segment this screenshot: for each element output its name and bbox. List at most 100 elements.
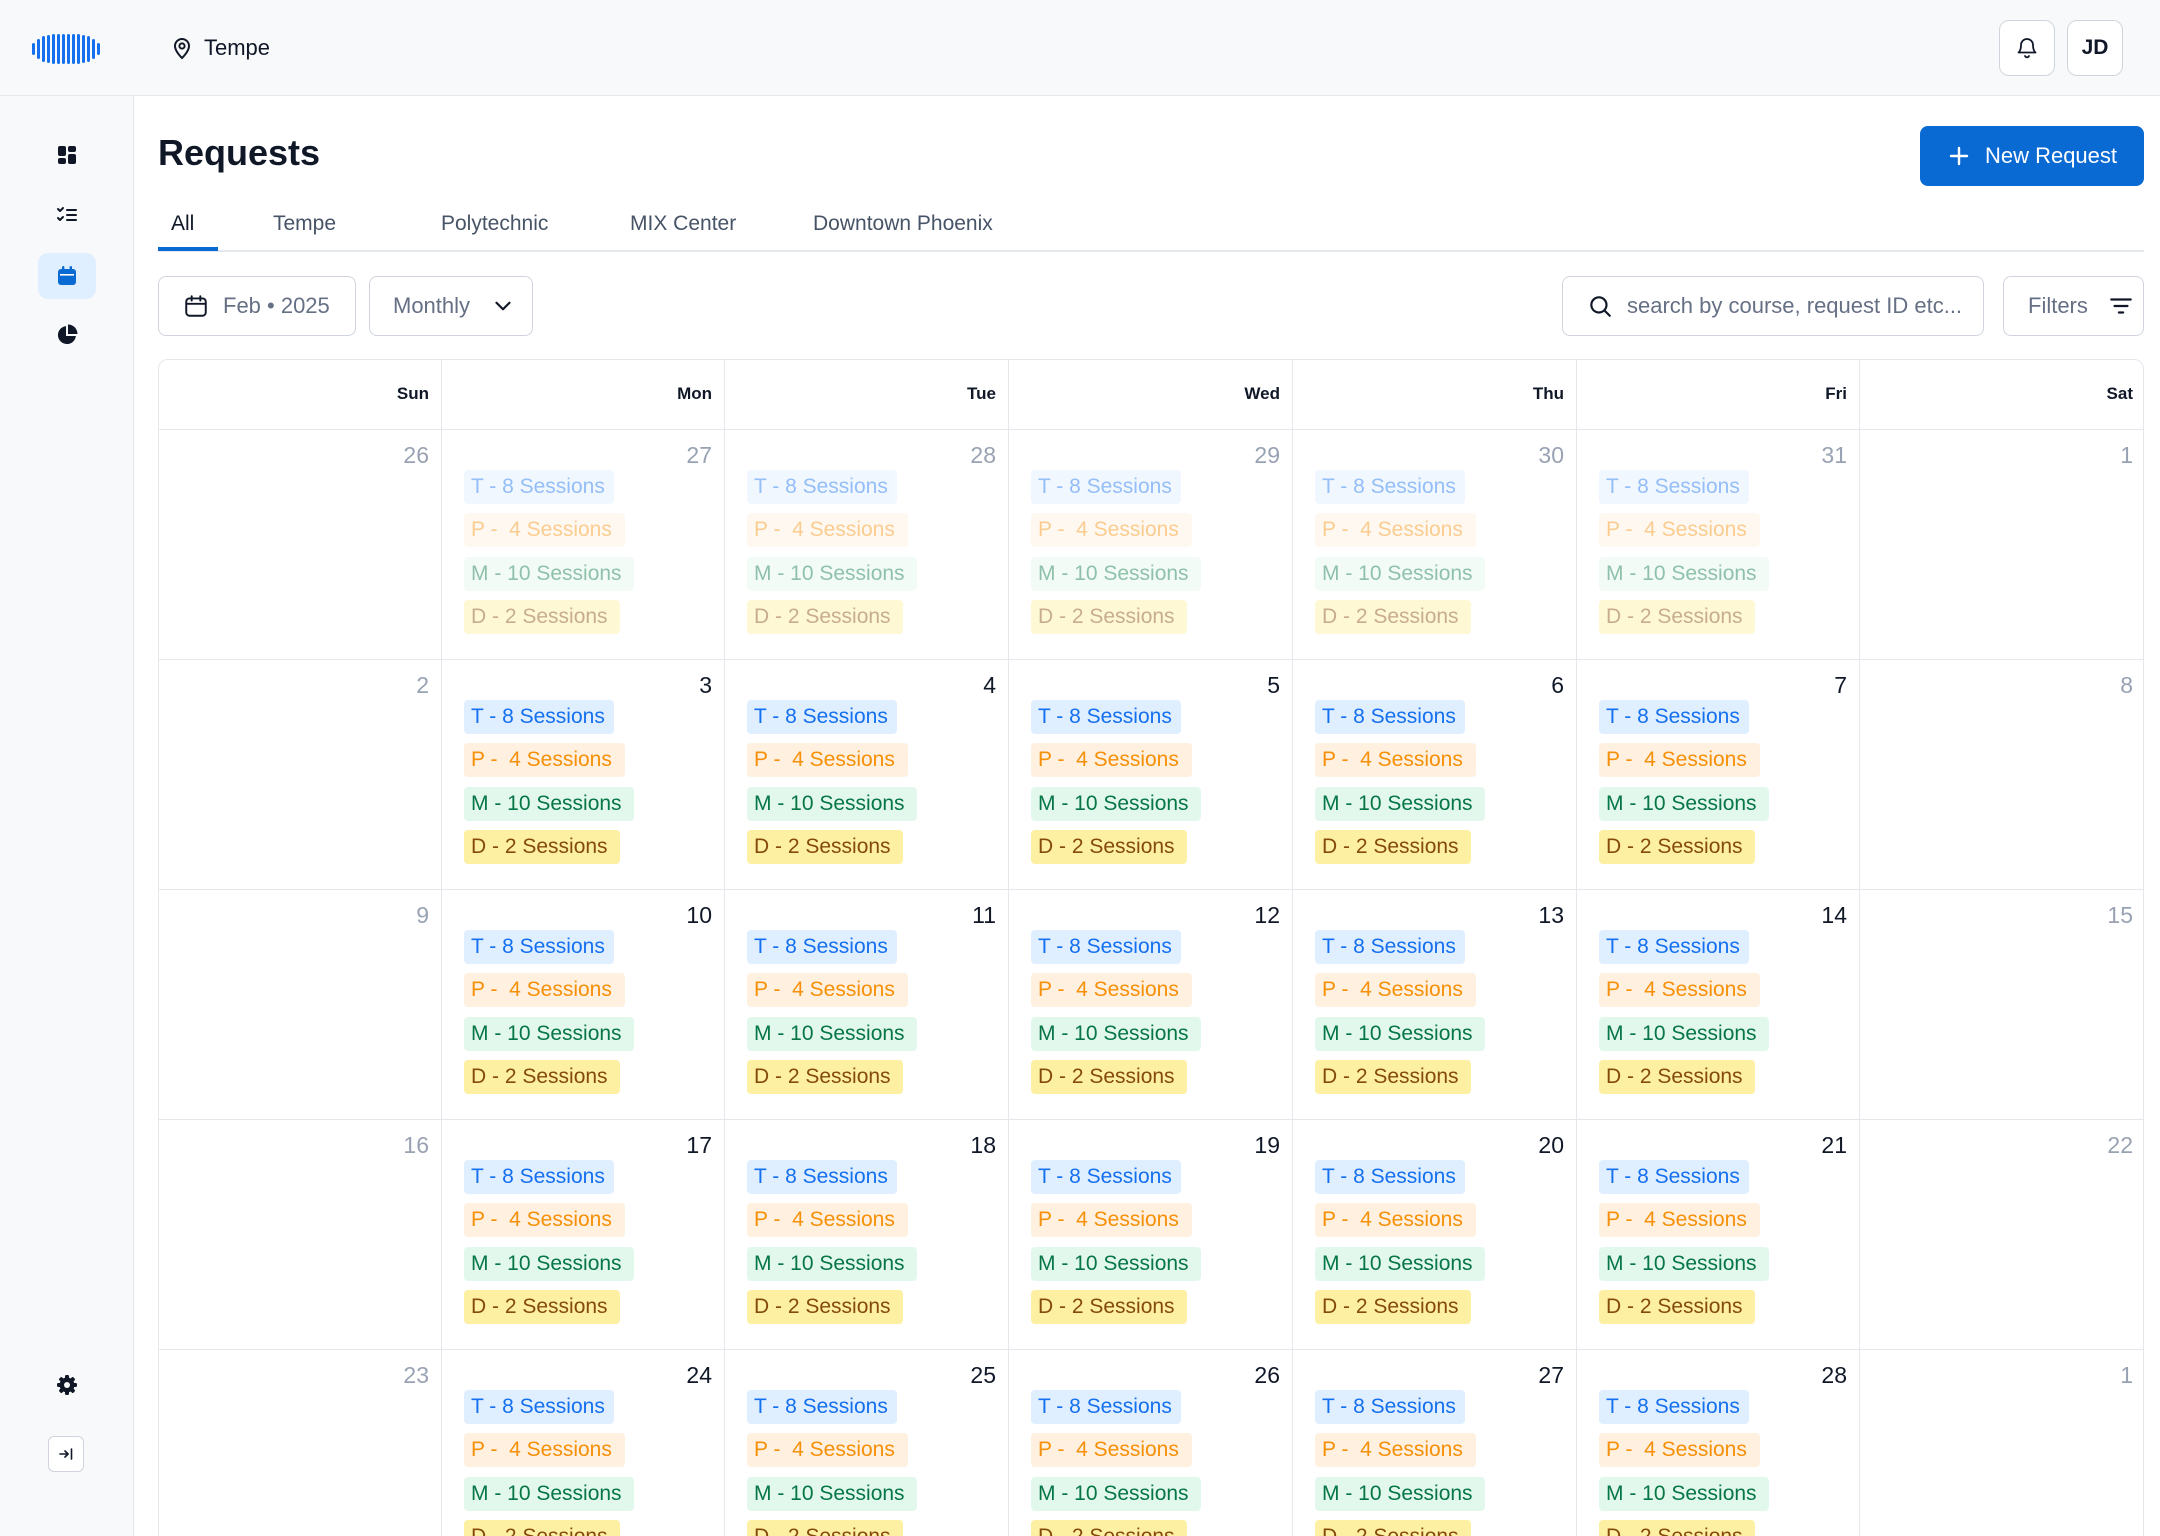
session-chip[interactable]: D - 2 Sessions [1315,830,1471,864]
session-chip[interactable]: M - 10 Sessions [1599,787,1769,821]
session-chip[interactable]: D - 2 Sessions [747,830,903,864]
calendar-day-cell[interactable]: 28 T - 8 Sessions P - 4 Sessions M - 10 Ses… [725,430,1009,660]
session-chip[interactable]: P - 4 Sessions [747,743,908,777]
session-chip[interactable]: P - 4 Sessions [1315,513,1476,547]
session-chip[interactable]: D - 2 Sessions [464,1060,620,1094]
session-chip[interactable]: M - 10 Sessions [747,1247,917,1281]
session-chip[interactable]: P - 4 Sessions [1315,743,1476,777]
tab-tempe[interactable]: Tempe [273,212,336,250]
session-chip[interactable]: M - 10 Sessions [1031,1477,1201,1511]
calendar-day-cell[interactable]: 22 [1860,1120,2143,1350]
session-chip[interactable]: P - 4 Sessions [747,1203,908,1237]
session-chip[interactable]: D - 2 Sessions [1599,1060,1755,1094]
session-chip[interactable]: D - 2 Sessions [1031,1290,1187,1324]
session-chip[interactable]: D - 2 Sessions [1599,830,1755,864]
logo-icon[interactable] [32,34,100,64]
search-field[interactable]: search by course, request ID etc... [1562,276,1984,336]
session-chip[interactable]: T - 8 Sessions [464,700,614,734]
session-chip[interactable]: M - 10 Sessions [747,1017,917,1051]
session-chip[interactable]: T - 8 Sessions [1599,1160,1749,1194]
session-chip[interactable]: T - 8 Sessions [1031,700,1181,734]
session-chip[interactable]: P - 4 Sessions [1031,513,1192,547]
sidebar-item-dashboard[interactable] [38,132,96,178]
session-chip[interactable]: T - 8 Sessions [1599,470,1749,504]
session-chip[interactable]: T - 8 Sessions [1315,700,1465,734]
tab-mix-center[interactable]: MIX Center [630,212,736,250]
session-chip[interactable]: M - 10 Sessions [1315,787,1485,821]
session-chip[interactable]: P - 4 Sessions [747,973,908,1007]
session-chip[interactable]: T - 8 Sessions [1031,930,1181,964]
calendar-day-cell[interactable]: 1 [1860,1350,2143,1536]
calendar-day-cell[interactable]: 17 T - 8 Sessions P - 4 Sessions M - 10 Ses… [442,1120,725,1350]
session-chip[interactable]: T - 8 Sessions [1031,1390,1181,1424]
session-chip[interactable]: T - 8 Sessions [1315,1390,1465,1424]
session-chip[interactable]: M - 10 Sessions [464,557,634,591]
calendar-day-cell[interactable]: 27 T - 8 Sessions P - 4 Sessions M - 10 Ses… [442,430,725,660]
calendar-day-cell[interactable]: 19 T - 8 Sessions P - 4 Sessions M - 10 Ses… [1009,1120,1293,1350]
session-chip[interactable]: P - 4 Sessions [1315,1433,1476,1467]
session-chip[interactable]: P - 4 Sessions [1031,1203,1192,1237]
calendar-day-cell[interactable]: 12 T - 8 Sessions P - 4 Sessions M - 10 Ses… [1009,890,1293,1120]
session-chip[interactable]: P - 4 Sessions [1599,973,1760,1007]
session-chip[interactable]: M - 10 Sessions [1599,557,1769,591]
session-chip[interactable]: M - 10 Sessions [1599,1017,1769,1051]
session-chip[interactable]: D - 2 Sessions [747,1060,903,1094]
calendar-day-cell[interactable]: 9 [159,890,442,1120]
session-chip[interactable]: M - 10 Sessions [1315,557,1485,591]
session-chip[interactable]: P - 4 Sessions [1599,743,1760,777]
session-chip[interactable]: D - 2 Sessions [1315,1060,1471,1094]
session-chip[interactable]: D - 2 Sessions [464,1520,620,1536]
session-chip[interactable]: M - 10 Sessions [464,1247,634,1281]
calendar-day-cell[interactable]: 23 [159,1350,442,1536]
calendar-day-cell[interactable]: 10 T - 8 Sessions P - 4 Sessions M - 10 Ses… [442,890,725,1120]
session-chip[interactable]: P - 4 Sessions [1031,743,1192,777]
session-chip[interactable]: M - 10 Sessions [1315,1247,1485,1281]
sidebar-item-tasks[interactable] [38,192,96,238]
calendar-day-cell[interactable]: 20 T - 8 Sessions P - 4 Sessions M - 10 Ses… [1293,1120,1577,1350]
session-chip[interactable]: T - 8 Sessions [1031,470,1181,504]
session-chip[interactable]: P - 4 Sessions [464,743,625,777]
session-chip[interactable]: T - 8 Sessions [1599,700,1749,734]
session-chip[interactable]: D - 2 Sessions [1315,600,1471,634]
session-chip[interactable]: D - 2 Sessions [1315,1520,1471,1536]
session-chip[interactable]: D - 2 Sessions [1315,1290,1471,1324]
session-chip[interactable]: D - 2 Sessions [747,600,903,634]
session-chip[interactable]: M - 10 Sessions [464,1477,634,1511]
calendar-day-cell[interactable]: 3 T - 8 Sessions P - 4 Sessions M - 10 Sess… [442,660,725,890]
calendar-day-cell[interactable]: 8 [1860,660,2143,890]
calendar-day-cell[interactable]: 21 T - 8 Sessions P - 4 Sessions M - 10 Ses… [1577,1120,1860,1350]
calendar-day-cell[interactable]: 4 T - 8 Sessions P - 4 Sessions M - 10 Sess… [725,660,1009,890]
sidebar-collapse-button[interactable] [48,1436,84,1472]
session-chip[interactable]: M - 10 Sessions [464,1017,634,1051]
session-chip[interactable]: M - 10 Sessions [747,1477,917,1511]
session-chip[interactable]: D - 2 Sessions [747,1520,903,1536]
session-chip[interactable]: D - 2 Sessions [1031,830,1187,864]
tab-polytechnic[interactable]: Polytechnic [441,212,548,250]
session-chip[interactable]: M - 10 Sessions [1599,1477,1769,1511]
calendar-day-cell[interactable]: 26 [159,430,442,660]
session-chip[interactable]: P - 4 Sessions [1315,973,1476,1007]
calendar-day-cell[interactable]: 26 T - 8 Sessions P - 4 Sessions M - 10 Ses… [1009,1350,1293,1536]
calendar-day-cell[interactable]: 31 T - 8 Sessions P - 4 Sessions M - 10 Ses… [1577,430,1860,660]
session-chip[interactable]: T - 8 Sessions [747,1390,897,1424]
calendar-day-cell[interactable]: 29 T - 8 Sessions P - 4 Sessions M - 10 Ses… [1009,430,1293,660]
calendar-day-cell[interactable]: 27 T - 8 Sessions P - 4 Sessions M - 10 Ses… [1293,1350,1577,1536]
sidebar-item-settings[interactable] [38,1362,96,1408]
calendar-day-cell[interactable]: 30 T - 8 Sessions P - 4 Sessions M - 10 Ses… [1293,430,1577,660]
session-chip[interactable]: T - 8 Sessions [1599,1390,1749,1424]
session-chip[interactable]: M - 10 Sessions [1599,1247,1769,1281]
session-chip[interactable]: P - 4 Sessions [1031,973,1192,1007]
session-chip[interactable]: T - 8 Sessions [747,470,897,504]
month-picker[interactable]: Feb • 2025 [158,276,356,336]
session-chip[interactable]: M - 10 Sessions [747,557,917,591]
session-chip[interactable]: T - 8 Sessions [1315,930,1465,964]
session-chip[interactable]: P - 4 Sessions [1599,513,1760,547]
session-chip[interactable]: M - 10 Sessions [464,787,634,821]
calendar-day-cell[interactable]: 6 T - 8 Sessions P - 4 Sessions M - 10 Sess… [1293,660,1577,890]
session-chip[interactable]: T - 8 Sessions [1315,470,1465,504]
calendar-day-cell[interactable]: 25 T - 8 Sessions P - 4 Sessions M - 10 Ses… [725,1350,1009,1536]
calendar-day-cell[interactable]: 13 T - 8 Sessions P - 4 Sessions M - 10 Ses… [1293,890,1577,1120]
session-chip[interactable]: D - 2 Sessions [1031,1060,1187,1094]
tab-all[interactable]: All [171,212,194,250]
session-chip[interactable]: P - 4 Sessions [464,973,625,1007]
